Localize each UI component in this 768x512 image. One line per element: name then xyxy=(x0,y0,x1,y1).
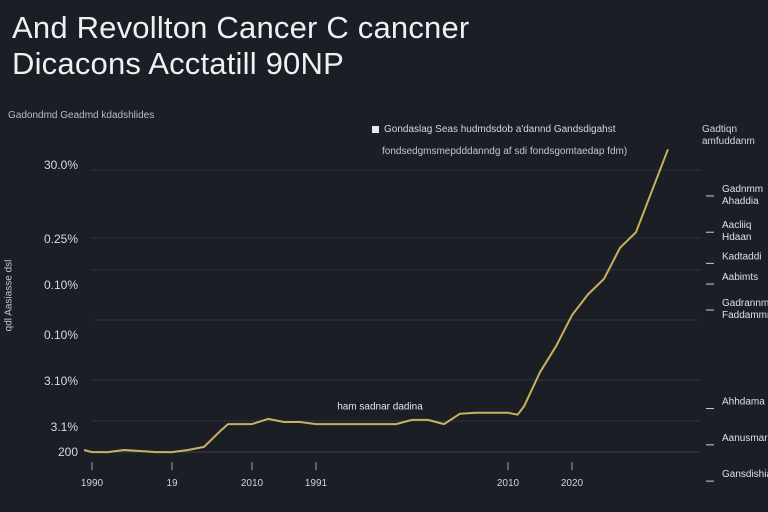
chart-title-line-1: And Revollton Cancer C cancner xyxy=(12,10,470,45)
legend-label: Gondaslag Seas hudmdsdob a'dannd Gandsdi… xyxy=(384,124,616,135)
chart-title-line-2: Dicacons Acctatill 90NP xyxy=(12,46,344,81)
side-label: Ahaddia xyxy=(722,196,759,207)
side-label: Aabimts xyxy=(722,272,758,283)
legend: Gondaslag Seas hudmdsdob a'dannd Gandsdi… xyxy=(372,124,616,135)
side-label: Aacliiq xyxy=(722,220,751,231)
legend-right-line-2: amfuddanm xyxy=(702,136,755,147)
chart-title: And Revollton Cancer C cancner Dicacons … xyxy=(12,10,572,82)
y-tick-label: 0.25% xyxy=(44,232,78,246)
series-line-0 xyxy=(83,148,669,454)
y-tick-label: 200 xyxy=(58,445,78,459)
side-label: Hdaan xyxy=(722,232,751,243)
y-tick-label: 0.10% xyxy=(44,278,78,292)
y-tick-label: 3.1% xyxy=(51,420,79,434)
side-label: Ahhdama xyxy=(722,397,765,408)
side-label: Aanusmar xyxy=(722,433,768,444)
y-tick-label: 3.10% xyxy=(44,374,78,388)
x-tick-label: 19 xyxy=(166,478,178,489)
side-label: Kadtaddi xyxy=(722,251,761,262)
side-label: Faddammm xyxy=(722,310,768,321)
x-tick-label: 1990 xyxy=(81,478,104,489)
x-tick-label: 1991 xyxy=(305,478,328,489)
x-tick-label: 2010 xyxy=(241,478,264,489)
annotation: ham sadnar dadina xyxy=(337,402,423,413)
legend-sublabel: fondsedgmsmepdddanndg af sdi fondsgomtae… xyxy=(382,146,628,157)
chart-subtitle: Gadondmd Geadmd kdadshlides xyxy=(8,110,155,121)
side-label: Gadrannm xyxy=(722,298,768,309)
x-tick-label: 2020 xyxy=(561,478,584,489)
side-label: Gadnmm xyxy=(722,184,763,195)
legend-swatch xyxy=(372,125,379,133)
y-tick-label: 0.10% xyxy=(44,328,78,342)
y-tick-label: 30.0% xyxy=(44,158,78,172)
side-label: Gansdishiaj xyxy=(722,469,768,480)
legend-right-header: Gadtiqn amfuddanm xyxy=(702,124,768,148)
legend-right-line-1: Gadtiqn xyxy=(702,124,738,135)
x-tick-label: 2010 xyxy=(497,478,520,489)
